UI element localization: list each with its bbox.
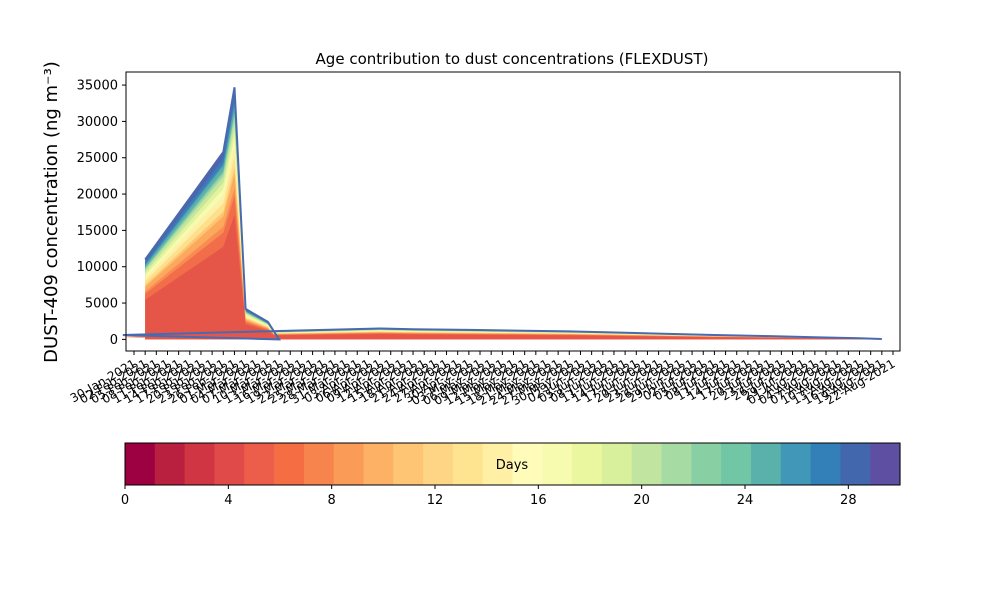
total-line-layer	[122, 87, 882, 341]
colorbar-tick-label: 12	[427, 493, 444, 508]
colorbar-cell	[393, 443, 424, 485]
colorbar-cell	[601, 443, 633, 485]
colorbar-cell	[452, 443, 484, 485]
colorbar-tick-label: 20	[633, 493, 650, 508]
colorbar-cell	[691, 443, 722, 485]
colorbar-cell	[184, 443, 216, 485]
colorbar-cell	[125, 443, 156, 485]
colorbar-cell	[572, 443, 603, 485]
colorbar-cell	[661, 443, 692, 485]
colorbar-cell	[780, 443, 812, 485]
colorbar-tick-label: 16	[530, 493, 547, 508]
colorbar-frame	[124, 442, 901, 486]
colorbar-tick-label: 28	[840, 493, 857, 508]
y-tick-label: 35000	[77, 79, 118, 94]
y-tick-label: 25000	[77, 151, 118, 166]
colorbar-cell	[244, 443, 275, 485]
colorbar-cell	[721, 443, 752, 485]
colorbar-tick-label: 4	[224, 493, 232, 508]
colorbar-cell	[274, 443, 305, 485]
colorbar-cell	[512, 443, 543, 485]
age-band-4-days	[122, 214, 882, 340]
colorbar-cell	[870, 443, 901, 485]
colorbar-cell	[631, 443, 663, 485]
y-axis: 0 5000 10000 15000 20000 25000 30000 35000	[77, 79, 126, 348]
colorbar-cell	[303, 443, 335, 485]
colorbar-cell	[214, 443, 245, 485]
x-axis: 30-Jan-202102-Feb-202105-Feb-202108-Feb-…	[68, 351, 898, 408]
colorbar-tick-label: 8	[328, 493, 336, 508]
y-tick-label: 15000	[77, 224, 118, 239]
colorbar-cell	[482, 443, 514, 485]
colorbar-cells	[125, 443, 901, 485]
colorbar-cell	[810, 443, 841, 485]
colorbar-cell	[363, 443, 394, 485]
colorbar-tick-label: 0	[121, 493, 129, 508]
colorbar-cell	[154, 443, 186, 485]
age-bands	[122, 87, 882, 340]
y-tick-label: 20000	[77, 188, 118, 203]
colorbar-cell	[542, 443, 573, 485]
y-tick-label: 10000	[77, 260, 118, 275]
colorbar-label: Days	[496, 458, 529, 473]
y-axis-label: DUST-409 concentration (ng m⁻³)	[41, 61, 62, 363]
colorbar-cell	[750, 443, 782, 485]
chart-title: Age contribution to dust concentrations …	[316, 50, 709, 68]
total-concentration-line	[122, 87, 882, 341]
colorbar-tick-label: 24	[737, 493, 754, 508]
colorbar-ticks: 0 4 8 12 16 20 24 28	[121, 485, 857, 508]
colorbar-cell	[840, 443, 871, 485]
plot-area	[122, 71, 901, 352]
colorbar: Days 0 4 8 12 16 20 24 28	[121, 442, 901, 508]
y-tick-label: 30000	[77, 115, 118, 130]
y-tick-label: 5000	[85, 297, 118, 312]
colorbar-cell	[333, 443, 365, 485]
y-tick-label: 0	[110, 333, 118, 348]
colorbar-cell	[423, 443, 454, 485]
